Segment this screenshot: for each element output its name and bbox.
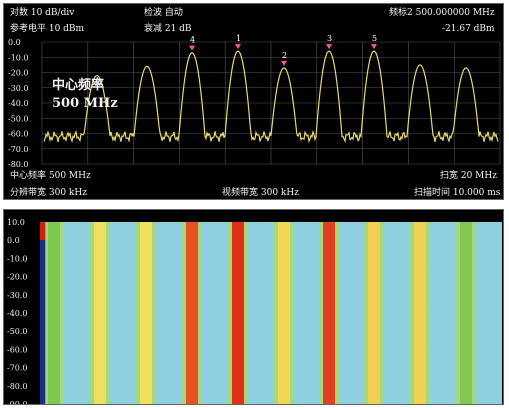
span-label: 扫宽 20 MHz [440, 171, 497, 181]
y-tick-label: -40.0 [8, 99, 29, 108]
waterfall-band [368, 222, 380, 404]
waterfall-band-edge [274, 222, 278, 404]
ref-level-label: 参考电平 10 dBm [10, 24, 85, 34]
waterfall-y-tick-label: -30.0 [7, 291, 28, 300]
color-scale-top [40, 222, 45, 240]
waterfall-band [232, 222, 244, 404]
waterfall-band [323, 222, 335, 404]
attenuation-label: 衰减 21 dB [144, 24, 192, 34]
waterfall-display: 10.0 0.0 -10.0 -20.0 -30.0 -40.0 -50.0 -60.0 -70… [7, 218, 502, 405]
waterfall-band-edge [136, 222, 140, 404]
y-tick-label: -20.0 [8, 69, 29, 78]
waterfall-panel: 10.0 0.0 -10.0 -20.0 -30.0 -40.0 -50.0 -60.0 -70… [3, 209, 504, 405]
waterfall-band-edge [44, 222, 48, 404]
waterfall-band-edge [380, 222, 384, 404]
waterfall-band [278, 222, 290, 404]
waterfall-band-edge [335, 222, 339, 404]
marker-label: 5 [372, 34, 377, 43]
waterfall-band [48, 222, 60, 404]
waterfall-band-edge [456, 222, 460, 404]
waterfall-y-tick-label: -50.0 [7, 327, 28, 336]
vbw-label: 视频带宽 300 kHz [222, 188, 299, 198]
marker-label: 3 [327, 34, 332, 43]
marker-diamond [189, 45, 195, 51]
waterfall-band-edge [228, 222, 232, 404]
color-scale-strip [40, 222, 45, 404]
waterfall-band-edge [152, 222, 156, 404]
waterfall-y-tick-label: -10.0 [7, 254, 28, 263]
waterfall-band-edge [244, 222, 248, 404]
waterfall-band-edge [90, 222, 94, 404]
y-tick-label: -30.0 [8, 84, 29, 93]
y-tick-label: -60.0 [8, 130, 29, 139]
waterfall-y-tick-label: -20.0 [7, 273, 28, 282]
waterfall-band [140, 222, 152, 404]
waterfall-band-edge [364, 222, 368, 404]
waterfall-band [186, 222, 198, 404]
center-freq-overlay-title: 中心频率 [52, 78, 105, 93]
waterfall-y-tick-label: 10.0 [7, 218, 25, 227]
waterfall-y-tick-label: -70.0 [7, 364, 28, 373]
y-tick-label: -80.0 [8, 160, 29, 169]
waterfall-band-edge [319, 222, 323, 404]
waterfall-y-tick-label: -40.0 [7, 309, 28, 318]
marker-diamond [281, 60, 287, 66]
waterfall-y-tick-label: -80.0 [7, 382, 28, 391]
marker-label: 2 [282, 51, 287, 60]
waterfall-band-edge [198, 222, 202, 404]
rbw-label: 分辨带宽 300 kHz [10, 188, 87, 198]
y-tick-label: -50.0 [8, 114, 29, 123]
spectrum-panel: 0.0 -10.0 -20.0 -30.0 -40.0 -50.0 -60.0 -70.0 -8… [3, 3, 504, 200]
marker-diamond [326, 44, 332, 50]
waterfall-band-edge [106, 222, 110, 404]
waterfall-y-tick-label: 0.0 [7, 236, 20, 245]
waterfall-y-tick-label: -60.0 [7, 345, 28, 354]
marker-diamond [235, 44, 241, 50]
spectrum-display: 0.0 -10.0 -20.0 -30.0 -40.0 -50.0 -60.0 -70.0 -8… [8, 34, 501, 169]
scale-label: 对数 10 dB/div [10, 8, 75, 18]
center-freq-label: 中心频率 500 MHz [10, 171, 91, 181]
detect-label: 检波 自动 [144, 8, 183, 18]
waterfall-band-edge [290, 222, 294, 404]
waterfall-band-edge [426, 222, 430, 404]
center-freq-overlay-value: 500 MHz [52, 96, 118, 111]
sweep-time-label: 扫描时间 10.000 ms [414, 188, 501, 198]
waterfall-band-edge [60, 222, 64, 404]
waterfall-y-tick-label: -90.0 [7, 400, 28, 405]
marker-frequency: 频标2 500.000000 MHz [389, 8, 495, 18]
marker-diamond [371, 44, 377, 50]
waterfall-band-edge [410, 222, 414, 404]
waterfall-band [94, 222, 106, 404]
y-tick-label: -10.0 [8, 53, 29, 62]
marker-level: -21.67 dBm [442, 24, 495, 34]
marker-label: 4 [190, 36, 195, 45]
spectrum-trace [43, 50, 499, 144]
waterfall-band [460, 222, 472, 404]
y-tick-label: -70.0 [8, 145, 29, 154]
waterfall-band-edge [182, 222, 186, 404]
marker-label: 1 [236, 34, 241, 43]
y-tick-label: 0.0 [8, 38, 21, 47]
waterfall-band [414, 222, 426, 404]
waterfall-band-edge [472, 222, 476, 404]
